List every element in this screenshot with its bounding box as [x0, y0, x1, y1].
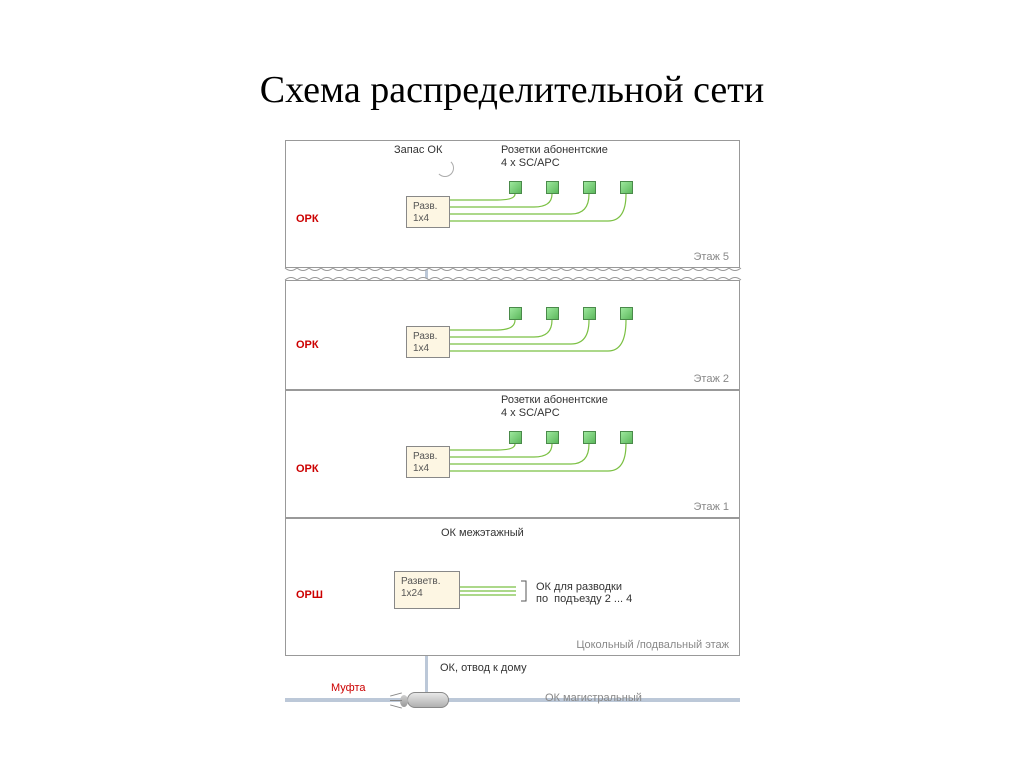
wires-f2 — [286, 281, 741, 391]
trunk-cable — [285, 698, 740, 702]
socket-icon — [620, 431, 633, 444]
branch-label: ОК для разводки по подъезду 2 ... 4 — [536, 581, 632, 605]
floor-label-f2: Этаж 2 — [694, 373, 729, 385]
socket-icon — [620, 307, 633, 320]
floor-basement: ОК межэтажный ОРШ Разветв. 1x24 ОК для р… — [285, 518, 740, 656]
coupler-icon — [407, 692, 449, 708]
house-drop-label: ОК, отвод к дому — [440, 662, 527, 674]
socket-icon — [546, 181, 559, 194]
floor-5: Запас ОК Розетки абонентские 4 x SC/APC … — [285, 140, 740, 268]
wires-f1 — [286, 391, 741, 519]
network-diagram: Запас ОК Розетки абонентские 4 x SC/APC … — [285, 140, 740, 720]
page-title: Схема распределительной сети — [0, 68, 1024, 112]
coupler-label: Муфта — [331, 682, 366, 694]
trunk-label: ОК магистральный — [545, 692, 642, 704]
socket-icon — [509, 181, 522, 194]
socket-icon — [583, 181, 596, 194]
floor-1: Розетки абонентские 4 x SC/APC ОРК Разв.… — [285, 390, 740, 518]
coupler-tail-icon — [390, 691, 404, 711]
socket-icon — [583, 307, 596, 320]
wires-f5 — [286, 141, 741, 269]
socket-icon — [509, 307, 522, 320]
floor-2: ОРК Разв. 1x4 Этаж 2 — [285, 280, 740, 390]
floor-label-f1: Этаж 1 — [694, 501, 729, 513]
socket-icon — [620, 181, 633, 194]
floor-label-basement: Цокольный /подвальный этаж — [576, 639, 729, 651]
socket-icon — [583, 431, 596, 444]
socket-icon — [546, 431, 559, 444]
socket-icon — [509, 431, 522, 444]
socket-icon — [546, 307, 559, 320]
branch-wires — [286, 519, 741, 657]
